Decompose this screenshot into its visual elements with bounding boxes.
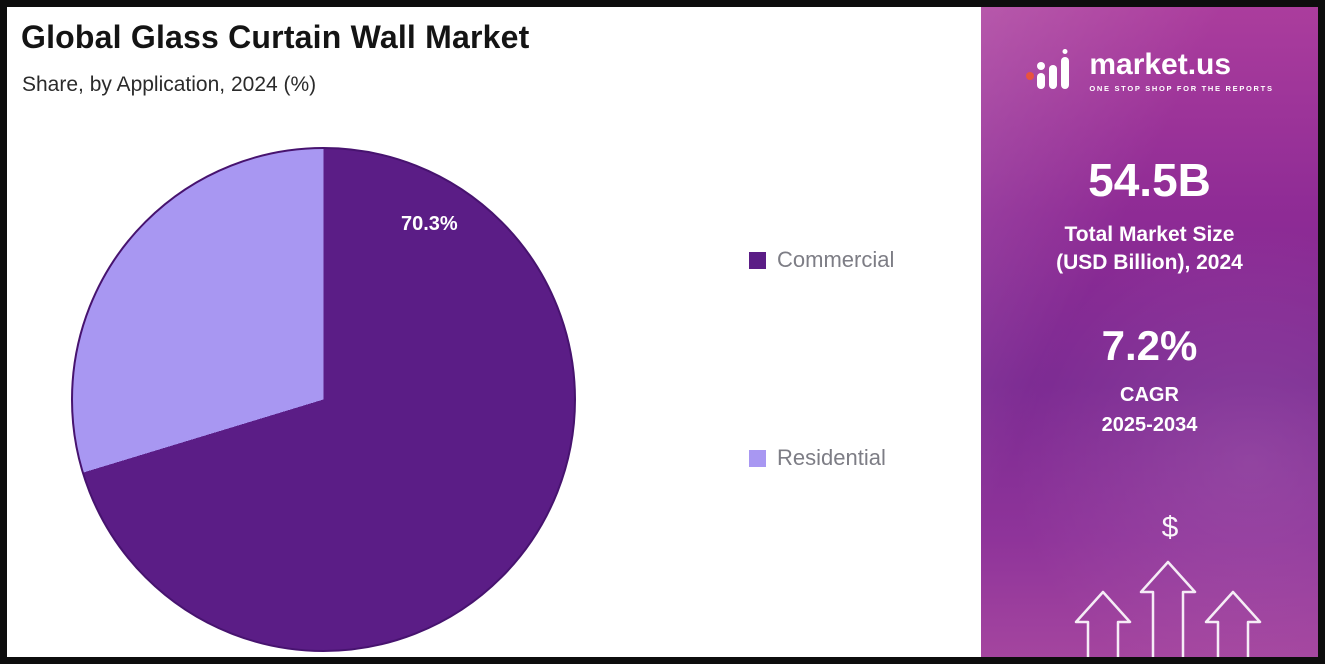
cagr-label: CAGR 2025-2034 <box>981 380 1318 440</box>
cagr-value: 7.2% <box>1101 321 1198 369</box>
legend: Commercial Residential <box>749 247 894 471</box>
sidebar: market.us ONE STOP SHOP FOR THE REPORTS … <box>981 7 1318 657</box>
dollar-sign-icon: $ <box>1161 511 1179 544</box>
legend-swatch-commercial <box>749 251 766 269</box>
pie <box>71 147 576 652</box>
market-size-label-line2: (USD Billion), 2024 <box>1056 251 1243 275</box>
legend-label-commercial: Commercial <box>777 247 895 272</box>
marketus-logo: market.us ONE STOP SHOP FOR THE REPORTS <box>981 49 1318 93</box>
market-size-value: 54.5B <box>1088 154 1211 206</box>
cagr-label-line2: 2025-2034 <box>1101 413 1198 436</box>
pie-slice-label-commercial: 70.3% <box>401 213 458 235</box>
page-title: Global Glass Curtain Wall Market <box>21 19 530 55</box>
page-subtitle: Share, by Application, 2024 (%) <box>22 73 317 96</box>
cagr-label-line1: CAGR <box>1120 383 1179 406</box>
legend-item-commercial: Commercial <box>749 247 894 273</box>
market-size-label: Total Market Size (USD Billion), 2024 <box>981 221 1318 278</box>
legend-swatch-residential <box>749 449 766 467</box>
legend-item-residential: Residential <box>749 445 894 471</box>
marketus-logo-icon <box>1026 49 1070 89</box>
legend-label-residential: Residential <box>777 445 886 470</box>
growth-arrows-icon <box>1074 560 1262 657</box>
market-size-label-line1: Total Market Size <box>1064 223 1235 246</box>
logo-tagline: ONE STOP SHOP FOR THE REPORTS <box>1089 83 1274 93</box>
pie-chart: 70.3% <box>71 147 576 652</box>
logo-wordmark: market.us <box>1089 47 1232 81</box>
chart-area: Global Glass Curtain Wall Market Share, … <box>7 7 981 657</box>
